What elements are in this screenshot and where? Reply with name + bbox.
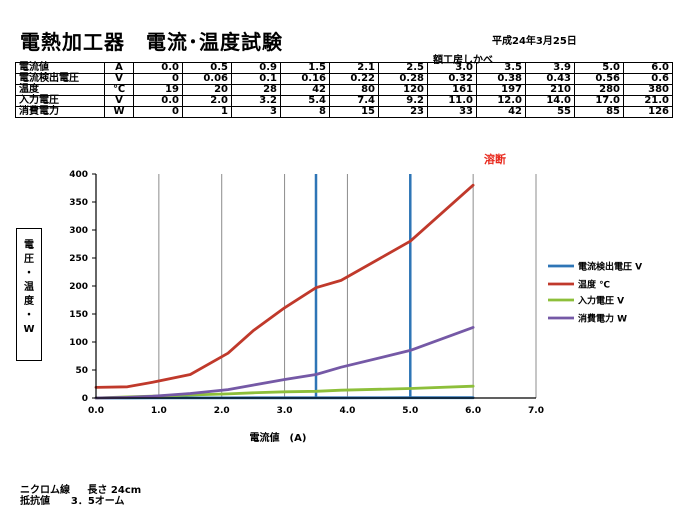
chart-marker-lines — [314, 174, 412, 398]
y-tick-label: 0 — [82, 394, 88, 404]
y-tick-label: 300 — [69, 226, 88, 236]
y-tick-label: 50 — [75, 366, 88, 376]
footer-wire: ニクロム線 長さ 24cm — [20, 481, 141, 496]
wire-value: 長さ 24cm — [87, 485, 142, 496]
y-axis-label-char: ・ — [24, 310, 34, 321]
legend-label: 入力電圧 V — [577, 295, 624, 307]
resistance-label: 抵抗値 — [20, 496, 50, 507]
page-title: 電熱加工器 電流･温度試験 — [20, 30, 283, 54]
table-row: 温度 ℃ 19 20 28 42 80 120 161 197 210 280 380 — [15, 84, 673, 96]
x-tick-label: 7.0 — [528, 406, 544, 416]
legend-label: 電流検出電圧 V — [578, 261, 642, 273]
legend-label: 温度 ℃ — [578, 279, 610, 291]
author-name: 額工房しかべ — [433, 55, 493, 66]
series-line-3 — [94, 325, 475, 400]
y-axis-label-char: W — [23, 324, 35, 335]
y-axis-label-char: 度 — [24, 296, 34, 307]
resistance-value: 3．5オーム — [70, 496, 125, 507]
table-cell: 42 — [476, 106, 526, 118]
chart-tick-labels: 0.0 1.0 2.0 3.0 4.0 5.0 6.0 7.0 0 50 100 150 200 250 3… — [69, 170, 544, 416]
x-tick-label: 5.0 — [402, 406, 418, 416]
footer-resistance: 抵抗値 3．5オーム — [20, 492, 125, 507]
table-cell: 0.6 — [623, 73, 673, 85]
measurement-table: 電流値 A 0.0 0.5 0.9 1.5 2.1 2.5 3.0 3.5 3.9 5.0 6.0 電流検… — [15, 62, 673, 118]
wire-label: ニクロム線 — [20, 485, 70, 496]
chart-legend: 電流検出電圧 V 温度 ℃ 入力電圧 V 消費電力 W — [548, 261, 642, 325]
chart-axes — [92, 173, 536, 399]
y-tick-label: 400 — [69, 170, 88, 180]
series-line-1 — [94, 183, 475, 389]
y-axis-label-char: 圧 — [24, 254, 34, 265]
y-tick-label: 350 — [69, 198, 88, 208]
x-tick-label: 1.0 — [151, 406, 167, 416]
table-cell: 23 — [378, 106, 428, 118]
y-tick-label: 250 — [69, 254, 88, 264]
x-tick-label: 2.0 — [214, 406, 230, 416]
y-axis-label-char: 温 — [24, 282, 34, 293]
table-row: 消費電力 W 0 1 3 8 15 23 33 42 55 85 126 — [15, 106, 673, 118]
table-cell: 126 — [623, 106, 673, 118]
x-tick-label: 3.0 — [277, 406, 293, 416]
y-tick-label: 200 — [69, 282, 88, 292]
y-tick-label: 150 — [69, 310, 88, 320]
y-axis-label-char: ・ — [24, 268, 34, 279]
melt-annotation: 溶断 — [484, 152, 506, 166]
x-tick-label: 0.0 — [88, 406, 104, 416]
y-axis-label-char: 電 — [24, 240, 34, 251]
x-tick-label: 4.0 — [339, 406, 355, 416]
y-axis-label: 電圧・温度・ W — [16, 228, 42, 361]
test-date: 平成24年3月25日 — [492, 36, 577, 47]
y-tick-label: 100 — [69, 338, 88, 348]
x-tick-label: 6.0 — [465, 406, 481, 416]
table-cell: 33 — [427, 106, 477, 118]
x-axis-label: 電流値 (A) — [250, 431, 307, 444]
legend-label: 消費電力 W — [578, 313, 627, 325]
table-cell: 8 — [280, 106, 330, 118]
